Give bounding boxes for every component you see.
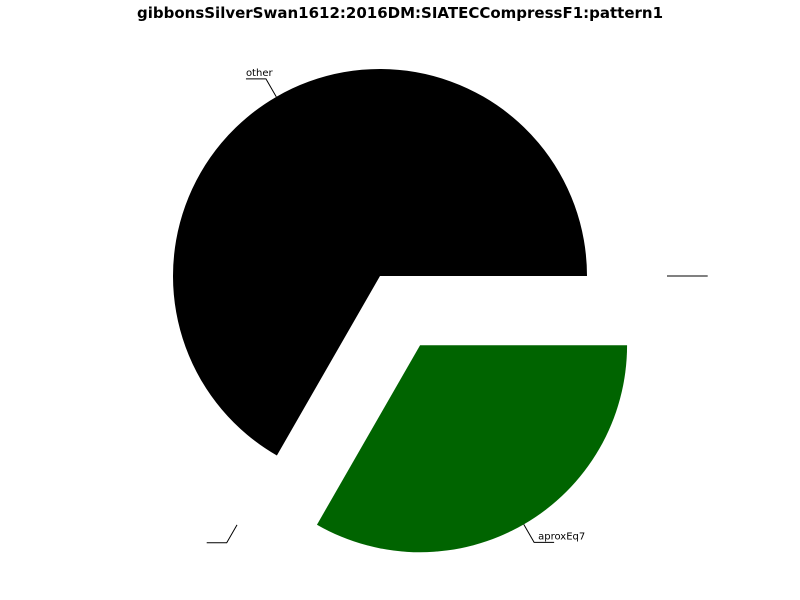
leader-line-empty-1 xyxy=(206,524,238,544)
chart-title: gibbonsSilverSwan1612:2016DM:SIATECCompr… xyxy=(136,4,664,22)
pie-slice-other xyxy=(172,68,587,456)
leader-line-aproxEq7 xyxy=(523,524,555,543)
slice-label-aproxEq7: aproxEq7 xyxy=(538,531,585,542)
leader-line-other xyxy=(245,78,277,98)
slice-label-other: other xyxy=(246,68,274,79)
pie-slice-aproxEq7 xyxy=(316,345,628,553)
